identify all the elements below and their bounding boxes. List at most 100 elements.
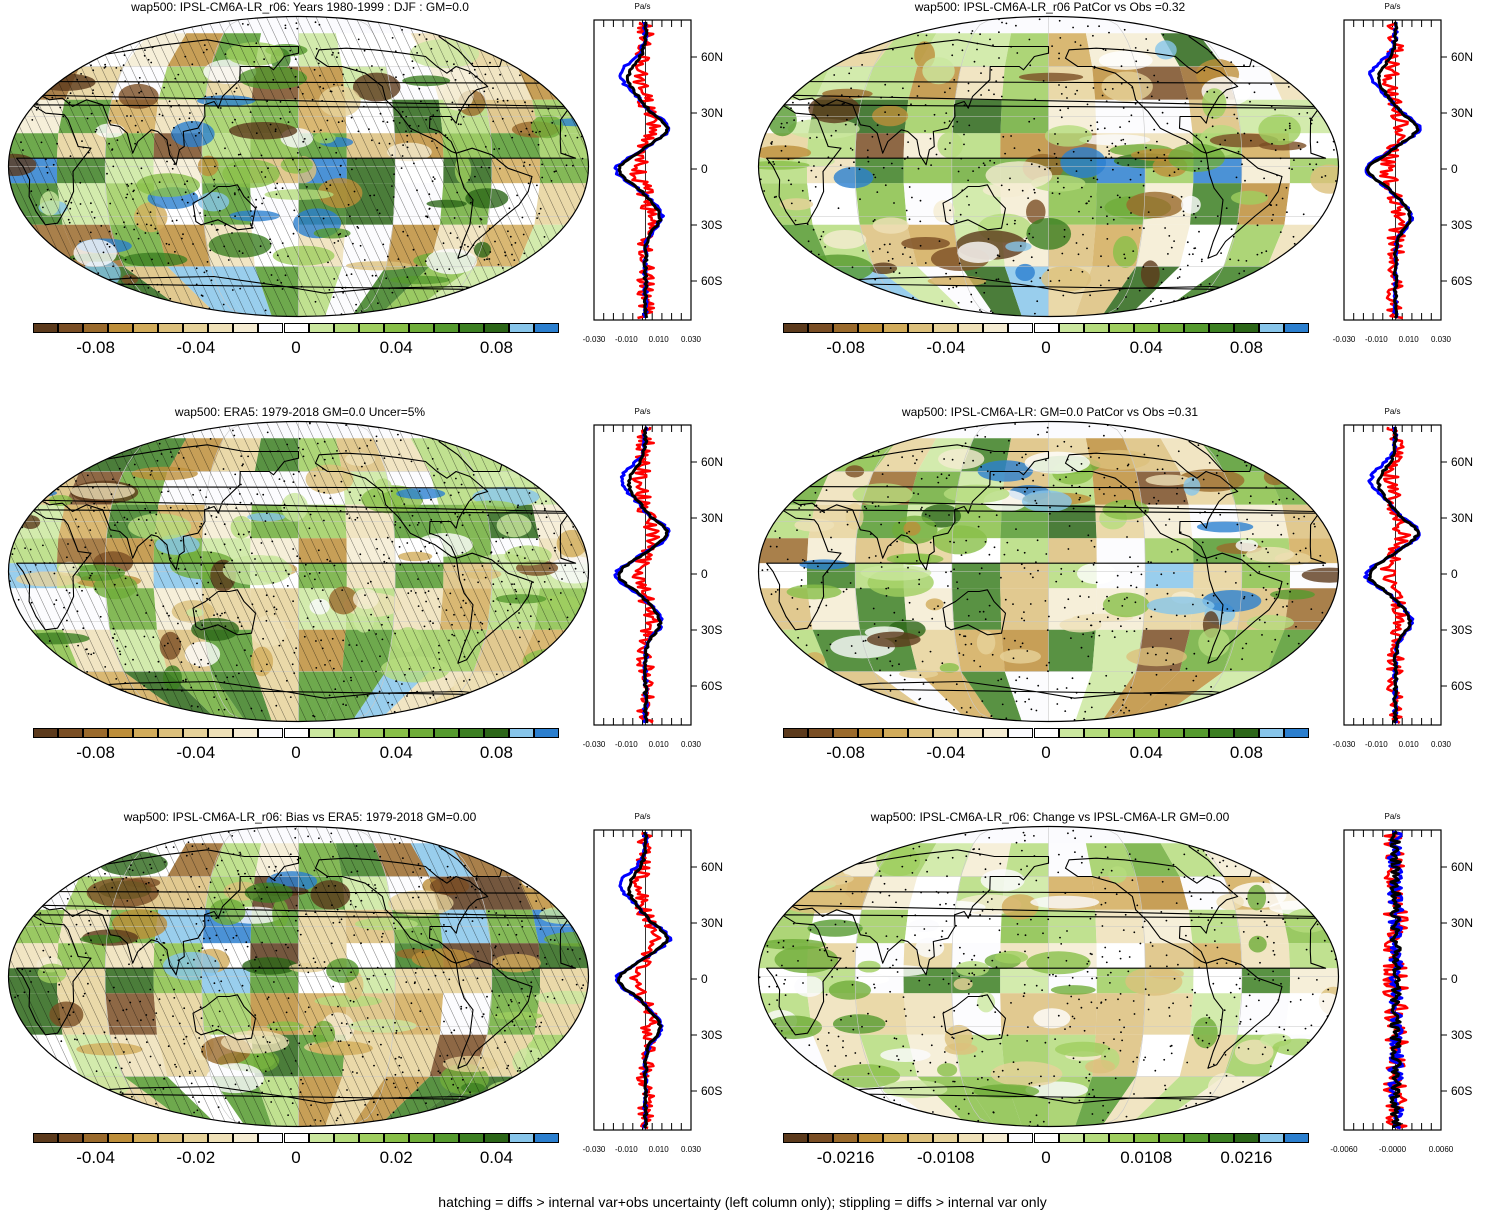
coastline-australia <box>942 589 1007 636</box>
field-patch <box>1048 538 1097 564</box>
colorbar-swatch <box>1008 323 1034 333</box>
colorbar-swatch <box>958 323 984 333</box>
field-anomaly <box>1125 966 1183 996</box>
profile-model-line <box>616 831 670 1129</box>
panel-title: wap500: IPSL-CM6A-LR: GM=0.0 PatCor vs O… <box>901 405 1199 419</box>
field-anomaly <box>1033 1008 1071 1029</box>
field-patch <box>1085 843 1136 877</box>
coastline-namerica <box>1064 47 1239 154</box>
field-anomaly <box>901 236 950 250</box>
colorbar-label: 0.02 <box>379 1148 413 1167</box>
panel-title: wap500: IPSL-CM6A-LR_r06: Years 1980-199… <box>131 0 469 14</box>
coastline-samerica <box>455 552 533 664</box>
colorbar-label: -0.04 <box>926 743 966 762</box>
panel-6: wap500: IPSL-CM6A-LR_r06: Change vs IPSL… <box>750 810 1485 1210</box>
colorbar-swatch <box>1233 323 1259 333</box>
field-patch <box>1001 66 1049 100</box>
field-anomaly <box>1060 147 1107 179</box>
colorbar-swatch <box>858 728 884 738</box>
colorbar-label: 0.08 <box>1229 743 1263 762</box>
field-anomaly <box>1183 477 1201 496</box>
field-anomaly <box>1193 1017 1218 1049</box>
field-anomaly <box>932 525 988 555</box>
colorbar-swatch <box>1233 1133 1259 1143</box>
hatching <box>8 826 589 1127</box>
colorbar-label: 0.04 <box>379 338 413 357</box>
field-anomaly <box>1018 72 1084 82</box>
field-patch <box>1048 671 1093 722</box>
colorbar-swatch <box>358 323 384 333</box>
profile-x-tick-label: -0.030 <box>1333 740 1356 749</box>
field-patch <box>1160 33 1224 67</box>
colorbar-swatch <box>1133 728 1159 738</box>
colorbar-swatch <box>183 1133 209 1143</box>
colorbar-swatch <box>308 1133 334 1143</box>
colorbar-label: -0.0216 <box>816 1148 875 1167</box>
colorbar-swatch <box>983 728 1009 738</box>
panel-title: wap500: IPSL-CM6A-LR_r06: Change vs IPSL… <box>870 810 1230 824</box>
colorbar-swatch <box>1008 728 1034 738</box>
colorbar-swatch <box>183 728 209 738</box>
field-anomaly <box>1025 1081 1089 1099</box>
profile-lat-label: 60S <box>701 274 722 288</box>
coastline-australia <box>942 184 1007 231</box>
colorbar-swatch <box>1158 1133 1184 1143</box>
profile-unit-label: Pa/s <box>634 2 650 11</box>
profile-unit-label: Pa/s <box>634 812 650 821</box>
colorbar-swatch <box>483 728 509 738</box>
field-patch <box>1288 943 1339 969</box>
colorbar-swatch <box>483 323 509 333</box>
field-patch <box>1179 224 1238 267</box>
field-anomaly <box>758 145 812 161</box>
longitude-gridline <box>951 826 996 1127</box>
field-patch <box>1145 563 1194 589</box>
field-anomaly <box>982 183 1030 198</box>
field-patch <box>1136 1034 1190 1077</box>
panel-title: wap500: IPSL-CM6A-LR_r06: Bias vs ERA5: … <box>123 810 477 824</box>
colorbar-swatch <box>358 1133 384 1143</box>
colorbar-swatch <box>933 728 959 738</box>
colorbar-swatch <box>833 728 859 738</box>
profile-x-tick-label: -0.030 <box>583 1145 606 1154</box>
field-patch <box>951 588 1002 630</box>
field-anomaly <box>866 631 921 648</box>
colorbar-label: 0.04 <box>479 1148 513 1167</box>
field-patch <box>861 66 918 100</box>
panel-2: wap500: IPSL-CM6A-LR_r06 PatCor vs Obs =… <box>750 0 1485 400</box>
profile-lat-label: 60S <box>701 679 722 693</box>
field-anomaly <box>1079 134 1151 146</box>
coastline-namerica <box>314 47 489 154</box>
field-anomaly <box>927 275 987 287</box>
field-anomaly <box>823 229 867 249</box>
colorbar-swatch <box>833 323 859 333</box>
field-anomaly <box>994 950 1029 964</box>
profile-unit-label: Pa/s <box>1384 2 1400 11</box>
field-anomaly <box>1146 596 1215 615</box>
coastline-samerica <box>1205 957 1283 1069</box>
colorbar-label: 0 <box>1041 743 1051 762</box>
colorbar-swatch <box>208 728 234 738</box>
profile-x-tick-label: 0.010 <box>1399 740 1420 749</box>
colorbar-swatch <box>108 1133 134 1143</box>
field-anomaly <box>857 960 881 973</box>
colorbar: -0.08 -0.04 0 0.04 0.08 <box>783 323 1309 357</box>
field-anomaly <box>1216 893 1244 910</box>
colorbar-swatch <box>1058 728 1084 738</box>
field-anomaly <box>1181 195 1201 214</box>
field-patch <box>1144 538 1194 564</box>
profile-diff-line <box>629 21 662 320</box>
field-anomaly <box>759 939 827 950</box>
field-anomaly <box>944 1024 973 1052</box>
profile-x-tick-label: 0.0060 <box>1429 1145 1454 1154</box>
colorbar-label: -0.08 <box>76 743 115 762</box>
colorbar-swatch <box>883 323 909 333</box>
colorbar-swatch <box>933 323 959 333</box>
field-patch <box>1000 968 1049 994</box>
colorbar: -0.08 -0.04 0 0.04 0.08 <box>783 728 1309 762</box>
field-anomaly <box>937 132 964 159</box>
profile-x-tick-label: 0.030 <box>681 740 702 749</box>
colorbar-swatch <box>1208 323 1234 333</box>
field-anomaly <box>1030 895 1100 909</box>
profile-lat-label: 30S <box>701 218 722 232</box>
zonal-mean-profile: Pa/s 60N 30N 0 30S 60S -0.030 -0.010 0.010 0.030 <box>583 2 723 344</box>
